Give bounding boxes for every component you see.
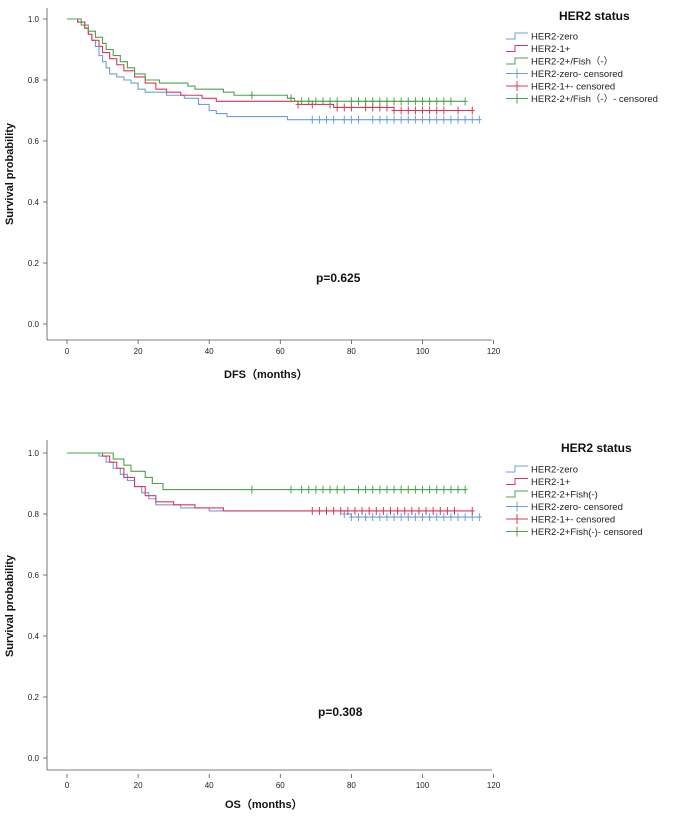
legend-swatch bbox=[506, 32, 528, 40]
x-tick-label: 0 bbox=[65, 347, 70, 356]
legend-entry: HER2-1+- censored bbox=[531, 515, 615, 526]
legend-swatch bbox=[506, 478, 528, 485]
x-tick-label: 120 bbox=[487, 347, 501, 356]
x-axis-label: OS（months） bbox=[225, 798, 303, 811]
x-tick-label: 20 bbox=[134, 781, 143, 790]
y-tick-label: 0.0 bbox=[28, 754, 40, 763]
legend-entry: HER2-2+Fish(-) bbox=[531, 490, 598, 501]
survival-curve-her2-zero bbox=[67, 452, 480, 518]
legend-title: HER2 status bbox=[561, 441, 632, 455]
os-panel: 0 20 40 60 80 100 120 0.0 0.2 0.4 0.6 0.8 1.0 Surviv… bbox=[4, 440, 643, 811]
x-tick-label: 80 bbox=[347, 781, 356, 790]
x-tick-label: 100 bbox=[416, 347, 430, 356]
legend-entry: HER2-1+- censored bbox=[531, 82, 615, 93]
x-tick-label: 60 bbox=[276, 347, 285, 356]
y-axis-label: Survival probability bbox=[4, 554, 16, 657]
legend-entry: HER2-2+/Fish（-） bbox=[531, 56, 613, 68]
y-tick-label: 0.6 bbox=[28, 137, 40, 146]
y-tick-label: 0.0 bbox=[28, 320, 40, 329]
legend-entry: HER2-1+ bbox=[531, 44, 571, 55]
legend: HER2 status HER2-zeroHER2-1+HER2-2+/Fish… bbox=[506, 9, 658, 105]
survival-curve-her2-1 bbox=[67, 18, 473, 112]
y-tick-label: 0.2 bbox=[28, 693, 40, 702]
legend-title: HER2 status bbox=[559, 9, 630, 23]
y-tick-label: 0.6 bbox=[28, 571, 40, 580]
legend-entry: HER2-2+Fish(-)- censored bbox=[531, 527, 643, 538]
p-value-annotation: p=0.625 bbox=[316, 271, 361, 285]
x-tick-label: 100 bbox=[416, 781, 430, 790]
p-value-annotation: p=0.308 bbox=[318, 705, 363, 719]
legend-entry: HER2-zero- censored bbox=[531, 502, 623, 513]
survival-curve-her2-2-fish bbox=[67, 452, 466, 491]
legend-swatch bbox=[506, 57, 528, 65]
y-tick-label: 0.8 bbox=[28, 76, 40, 85]
y-axis-label: Survival probability bbox=[4, 122, 16, 225]
y-tick-label: 0.2 bbox=[28, 259, 40, 268]
x-tick-label: 60 bbox=[276, 781, 285, 790]
x-tick-label: 40 bbox=[205, 347, 214, 356]
y-tick-label: 1.0 bbox=[28, 449, 40, 458]
y-tick-label: 0.4 bbox=[28, 198, 40, 207]
legend-swatch bbox=[506, 465, 528, 473]
legend-entry: HER2-2+/Fish（-）- censored bbox=[531, 93, 658, 105]
y-tick-label: 1.0 bbox=[28, 15, 40, 24]
x-tick-label: 40 bbox=[205, 781, 214, 790]
y-tick-label: 0.8 bbox=[28, 510, 40, 519]
y-tick-label: 0.4 bbox=[28, 632, 40, 641]
x-tick-label: 0 bbox=[65, 781, 70, 790]
legend-entry: HER2-zero bbox=[531, 32, 578, 43]
x-tick-label: 120 bbox=[487, 781, 501, 790]
legend-entry: HER2-1+ bbox=[531, 477, 571, 488]
x-tick-label: 80 bbox=[347, 347, 356, 356]
survival-curve-her2-zero bbox=[67, 18, 480, 121]
legend-entry: HER2-zero bbox=[531, 465, 578, 476]
legend-entry: HER2-zero- censored bbox=[531, 69, 623, 80]
legend-swatch bbox=[506, 45, 528, 52]
x-tick-label: 20 bbox=[134, 347, 143, 356]
x-axis-label: DFS（months） bbox=[224, 368, 308, 381]
dfs-panel: 0 20 40 60 80 100 120 0.0 0.2 0.4 0.6 0.8 1.0 Surviv… bbox=[4, 8, 658, 381]
survival-curve-her2-2-fish bbox=[67, 18, 466, 102]
survival-curve-her2-1 bbox=[67, 452, 473, 512]
legend-swatch bbox=[506, 490, 528, 498]
